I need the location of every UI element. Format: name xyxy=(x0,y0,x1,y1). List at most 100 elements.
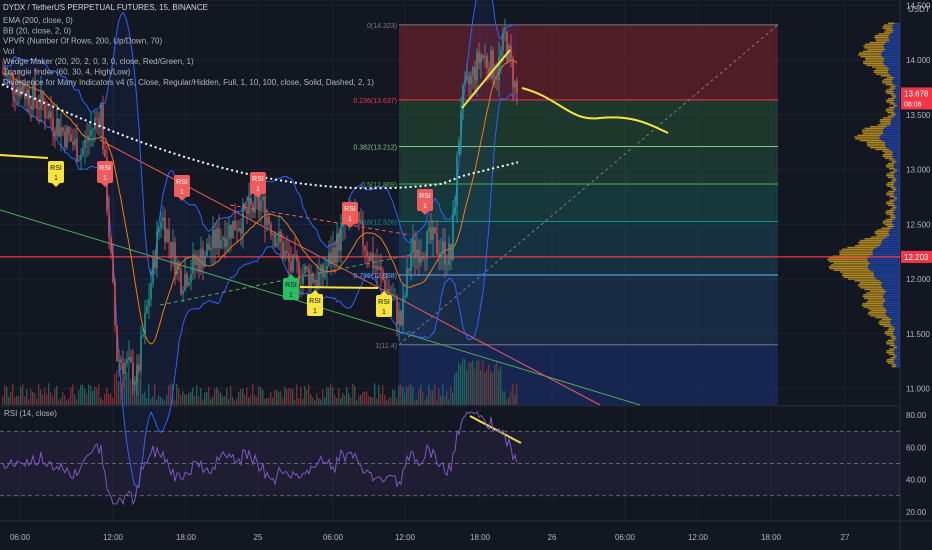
volume-bar xyxy=(238,391,240,405)
vpvr-up-bar xyxy=(883,24,893,26)
candle-body xyxy=(70,134,72,142)
vpvr-down-bar xyxy=(883,306,900,308)
vpvr-down-bar xyxy=(894,111,900,114)
candle-body xyxy=(430,227,432,240)
annotation-left-line xyxy=(0,154,49,159)
candle-body xyxy=(414,239,416,258)
candle-body xyxy=(424,258,426,260)
volume-bar xyxy=(380,394,382,405)
volume-bar xyxy=(460,364,462,405)
vpvr-up-bar xyxy=(882,150,893,152)
candle-body xyxy=(122,363,124,374)
vpvr-up-bar xyxy=(886,343,895,345)
vpvr-up-bar xyxy=(873,71,889,74)
candle-body xyxy=(22,86,24,94)
rsi-signal-tag[interactable]: RSI 1 xyxy=(283,274,299,300)
volume-bar xyxy=(112,397,114,405)
vpvr-up-bar xyxy=(843,276,875,278)
candle-body xyxy=(174,242,176,275)
candle-body xyxy=(450,243,452,260)
candle-body xyxy=(192,254,194,274)
rsi-signal-tag[interactable]: RSI 1 xyxy=(417,189,433,215)
vpvr-down-bar xyxy=(888,232,900,235)
volume-bar xyxy=(22,384,24,405)
rsi-signal-tag[interactable]: RSI 1 xyxy=(250,172,266,198)
candle-body xyxy=(420,255,422,263)
volume-bar xyxy=(142,393,144,405)
vpvr-up-bar xyxy=(891,180,896,182)
candle-body xyxy=(208,243,210,251)
candle-body xyxy=(152,256,154,284)
vpvr-up-bar xyxy=(891,96,897,98)
volume-bar xyxy=(68,398,70,405)
rsi-signal-box xyxy=(250,172,266,194)
candle-body xyxy=(378,266,380,270)
vpvr-up-bar xyxy=(867,48,886,51)
candle-body xyxy=(456,155,458,207)
volume-bar xyxy=(274,390,276,405)
vpvr-down-bar xyxy=(883,45,900,47)
rsi-signal-tag[interactable]: RSI 1 xyxy=(307,290,323,316)
vpvr-down-bar xyxy=(881,241,900,243)
vpvr-down-bar xyxy=(893,29,900,32)
candle-body xyxy=(298,261,300,284)
rsi-signal-tag[interactable]: RSI 1 xyxy=(174,175,190,201)
rsi-signal-tag[interactable]: RSI 1 xyxy=(97,161,113,187)
vpvr-down-bar xyxy=(873,248,900,250)
volume-bar xyxy=(92,390,94,405)
candle-body xyxy=(30,105,32,110)
volume-bar xyxy=(422,391,424,405)
vpvr-up-bar xyxy=(876,229,890,231)
candle-body xyxy=(486,55,488,68)
candle-body xyxy=(228,224,230,239)
vpvr-down-bar xyxy=(887,66,900,68)
vpvr-up-bar xyxy=(887,329,895,331)
rsi-signal-count: 1 xyxy=(180,189,184,196)
vpvr-down-bar xyxy=(876,246,900,249)
vpvr-up-bar xyxy=(884,157,894,159)
vpvr-up-bar xyxy=(839,250,873,252)
volume-bar xyxy=(232,397,234,405)
vpvr-up-bar xyxy=(889,171,896,173)
vpvr-down-bar xyxy=(894,92,900,95)
fib-zone-extension xyxy=(399,344,778,405)
candle-body xyxy=(222,237,224,241)
volume-bar xyxy=(338,388,340,405)
vpvr-up-bar xyxy=(887,185,895,187)
volume-bar xyxy=(452,392,454,405)
candle-body xyxy=(80,155,82,161)
vpvr-down-bar xyxy=(894,343,900,345)
vpvr-up-bar xyxy=(840,271,874,273)
candle-body xyxy=(246,209,248,214)
vpvr-down-bar xyxy=(894,76,900,79)
vpvr-down-bar xyxy=(891,80,900,82)
volume-bar xyxy=(386,400,388,405)
candle-body xyxy=(130,357,132,362)
rsi-signal-tag[interactable]: RSI 1 xyxy=(376,291,392,317)
rsi-signal-text: RSI xyxy=(309,298,321,305)
vpvr-down-bar xyxy=(874,273,900,275)
current-price-countdown: 08:06 xyxy=(904,101,922,108)
vpvr-up-bar xyxy=(874,231,889,233)
volume-bar xyxy=(462,358,464,405)
candle-body xyxy=(416,249,418,258)
rsi-signal-text: RSI xyxy=(344,206,356,213)
candle-body xyxy=(150,283,152,300)
rsi-signal-tag[interactable]: RSI 1 xyxy=(342,202,358,228)
candle-body xyxy=(498,56,500,81)
volume-bar xyxy=(296,384,298,405)
candle-body xyxy=(218,228,220,248)
vpvr-down-bar xyxy=(888,69,900,72)
candle-body xyxy=(380,266,382,272)
vpvr-down-bar xyxy=(886,146,900,149)
candle-body xyxy=(278,231,280,243)
vpvr-down-bar xyxy=(896,113,900,116)
rsi-signal-tag[interactable]: RSI 1 xyxy=(48,161,64,187)
volume-bar xyxy=(458,362,460,405)
volume-bar xyxy=(102,400,104,405)
vpvr-down-bar xyxy=(894,190,900,193)
vpvr-up-bar xyxy=(885,110,894,112)
candle-body xyxy=(458,140,460,156)
volume-bar xyxy=(12,383,14,405)
